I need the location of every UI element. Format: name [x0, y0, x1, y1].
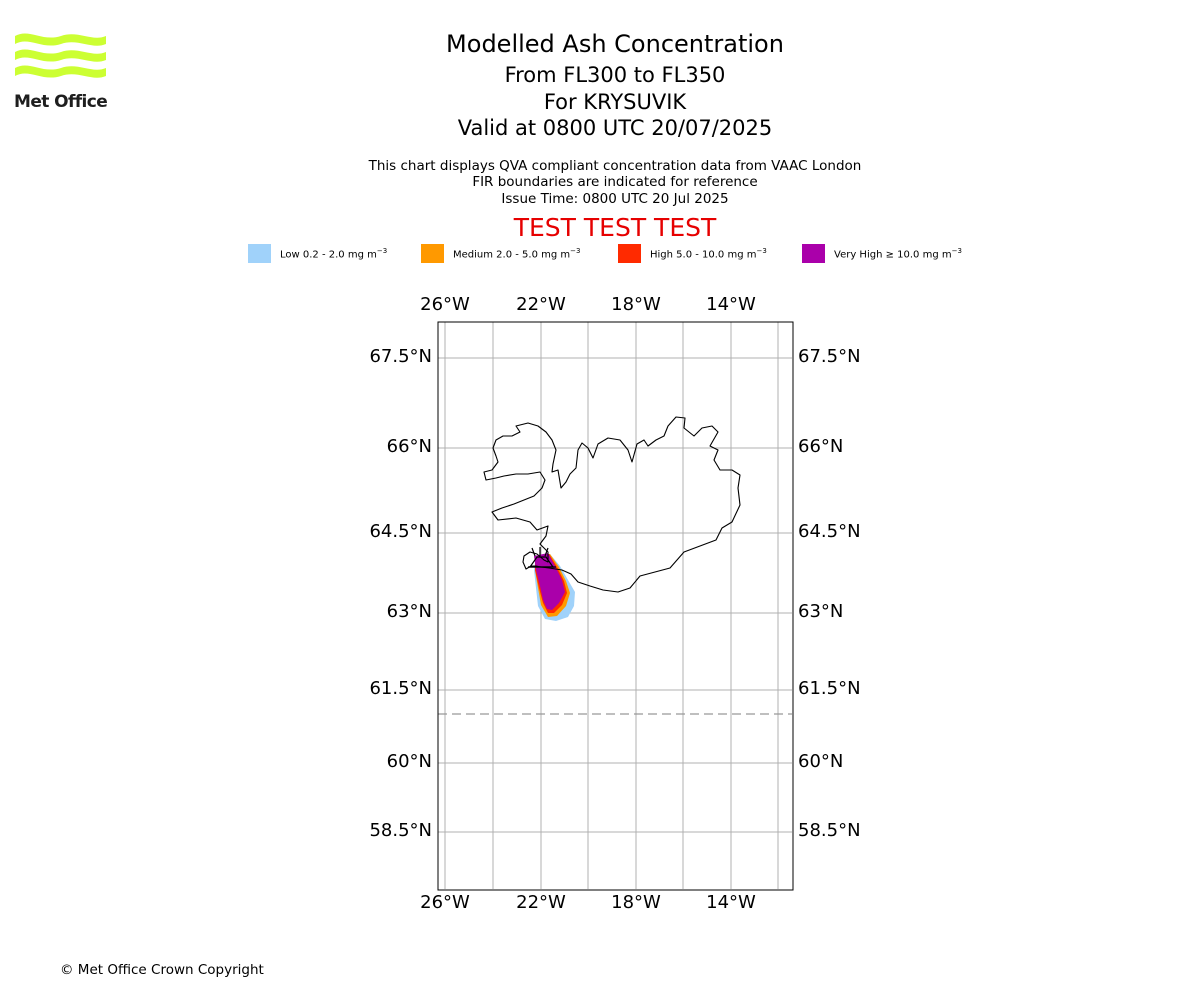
legend-label-low: Low 0.2 - 2.0 mg m−3	[280, 247, 388, 261]
lat-tick-right: 58.5°N	[798, 820, 861, 841]
iceland-coastline	[483, 416, 741, 593]
issue-time: Issue Time: 0800 UTC 20 Jul 2025	[501, 191, 729, 207]
lon-tick-bottom: 22°W	[516, 892, 566, 913]
flight-level-range: From FL300 to FL350	[504, 63, 726, 87]
lon-tick-top: 22°W	[516, 294, 566, 315]
legend-swatch-medium	[421, 244, 444, 263]
description-line-2: FIR boundaries are indicated for referen…	[472, 174, 758, 190]
lat-tick-left: 58.5°N	[369, 820, 432, 841]
valid-time: Valid at 0800 UTC 20/07/2025	[457, 116, 773, 140]
lat-tick-left: 66°N	[386, 436, 432, 457]
volcano-icon	[528, 547, 556, 568]
logo-text: Met Office	[14, 92, 108, 112]
lon-tick-top: 26°W	[420, 294, 470, 315]
legend-swatch-very-high	[802, 244, 825, 263]
lat-tick-right: 60°N	[798, 751, 844, 772]
legend-label-medium: Medium 2.0 - 5.0 mg m−3	[453, 247, 581, 261]
lon-tick-bottom: 18°W	[611, 892, 661, 913]
lon-tick-top: 18°W	[611, 294, 661, 315]
lat-tick-left: 64.5°N	[369, 521, 432, 542]
lat-tick-right: 66°N	[798, 436, 844, 457]
legend-label-high: High 5.0 - 10.0 mg m−3	[650, 247, 767, 261]
description-line-1: This chart displays QVA compliant concen…	[368, 158, 862, 174]
map-frame	[437, 321, 794, 891]
lat-tick-left: 60°N	[386, 751, 432, 772]
lat-tick-left: 67.5°N	[369, 346, 432, 367]
copyright-notice: © Met Office Crown Copyright	[60, 962, 264, 978]
legend-swatch-high	[618, 244, 641, 263]
lon-tick-bottom: 14°W	[706, 892, 756, 913]
map-grid	[438, 322, 792, 889]
lat-tick-right: 67.5°N	[798, 346, 861, 367]
lat-tick-right: 64.5°N	[798, 521, 861, 542]
chart-title: Modelled Ash Concentration	[446, 30, 784, 58]
met-office-wave-icon	[15, 33, 106, 78]
lon-tick-bottom: 26°W	[420, 892, 470, 913]
lon-tick-top: 14°W	[706, 294, 756, 315]
lat-tick-left: 63°N	[386, 601, 432, 622]
lat-tick-right: 61.5°N	[798, 678, 861, 699]
legend-label-very-high: Very High ≥ 10.0 mg m−3	[834, 247, 962, 261]
volcano-name: For KRYSUVIK	[543, 90, 687, 114]
lat-tick-right: 63°N	[798, 601, 844, 622]
met-office-logo: Met Office	[14, 30, 108, 112]
legend-swatch-low	[248, 244, 271, 263]
lat-tick-left: 61.5°N	[369, 678, 432, 699]
test-banner: TEST TEST TEST	[513, 213, 717, 242]
